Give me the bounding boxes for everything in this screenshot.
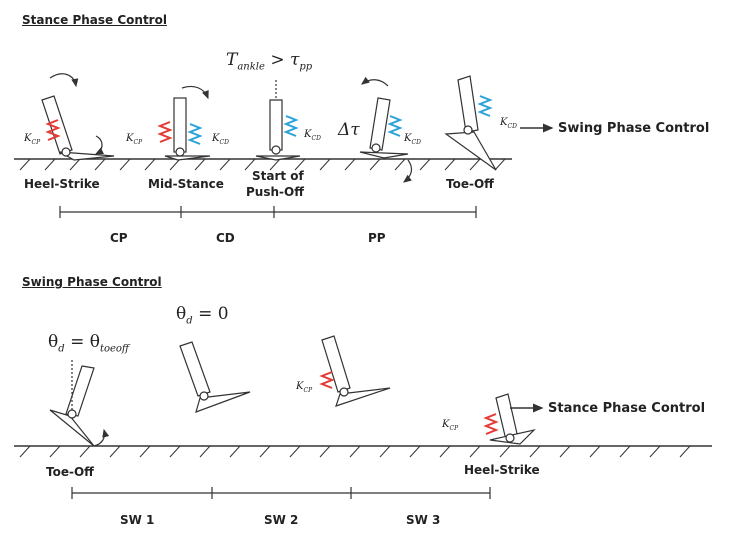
event-toe-off: Toe-Off	[446, 177, 494, 191]
swing-figure-3	[321, 335, 391, 407]
spring-kcd-3	[283, 115, 299, 137]
swing-event-heel-strike: Heel-Strike	[464, 463, 540, 477]
phase-sw3: SW 3	[406, 513, 441, 527]
stance-figure-heel-strike	[41, 73, 115, 161]
stance-title: Stance Phase Control	[22, 13, 167, 27]
stance-ground	[14, 158, 512, 171]
spring-kcd-4	[387, 115, 403, 137]
spring-kcd-5	[477, 95, 493, 117]
stance-figure-mid-stance	[164, 85, 211, 161]
stance-figure-push-off-start	[255, 80, 301, 161]
event-push-off: Push-Off	[246, 185, 304, 199]
swing-figure-2	[179, 341, 251, 413]
kcp-label-swing-4: KCP	[442, 419, 459, 432]
event-heel-strike: Heel-Strike	[24, 177, 100, 191]
stance-figure-push-off	[359, 76, 413, 183]
spring-kcp-swing-4	[483, 413, 499, 435]
kcp-label-swing-3: KCP	[296, 381, 313, 394]
spring-kcd-2	[187, 123, 203, 145]
phase-pp: PP	[368, 231, 386, 245]
torque-condition: Tankle > τpp	[226, 50, 313, 73]
swing-title: Swing Phase Control	[22, 275, 162, 289]
delta-tau: Δτ	[338, 120, 360, 140]
kcp-label-2: KCP	[126, 133, 143, 146]
swing-control-label: Swing Phase Control	[558, 121, 710, 136]
phase-sw1: SW 1	[120, 513, 155, 527]
phase-sw2: SW 2	[264, 513, 299, 527]
swing-figure-toe-off	[49, 360, 110, 447]
phase-cp: CP	[110, 231, 128, 245]
kcd-label-4: KCD	[404, 133, 421, 146]
stance-figure-toe-off	[444, 75, 497, 171]
swing-figure-heel-strike	[489, 393, 536, 445]
kcd-label-5: KCD	[500, 117, 517, 130]
kcd-label-3: KCD	[304, 129, 321, 142]
event-start-of: Start of	[252, 169, 304, 183]
kcp-label-1: KCP	[24, 133, 41, 146]
theta-toeoff-condition: θd = θtoeoff	[48, 332, 130, 355]
stance-timeline	[59, 206, 477, 218]
swing-ground	[14, 445, 712, 458]
spring-kcp-1	[45, 119, 61, 141]
phase-cd: CD	[216, 231, 235, 245]
spring-kcp-swing-3	[319, 371, 335, 389]
theta-zero-condition: θd = 0	[176, 304, 229, 327]
kcd-label-2: KCD	[212, 133, 229, 146]
spring-kcp-2	[157, 121, 173, 143]
event-mid-stance: Mid-Stance	[148, 177, 224, 191]
swing-event-toe-off: Toe-Off	[46, 465, 94, 479]
swing-timeline	[71, 487, 491, 499]
stance-control-label: Stance Phase Control	[548, 401, 706, 416]
